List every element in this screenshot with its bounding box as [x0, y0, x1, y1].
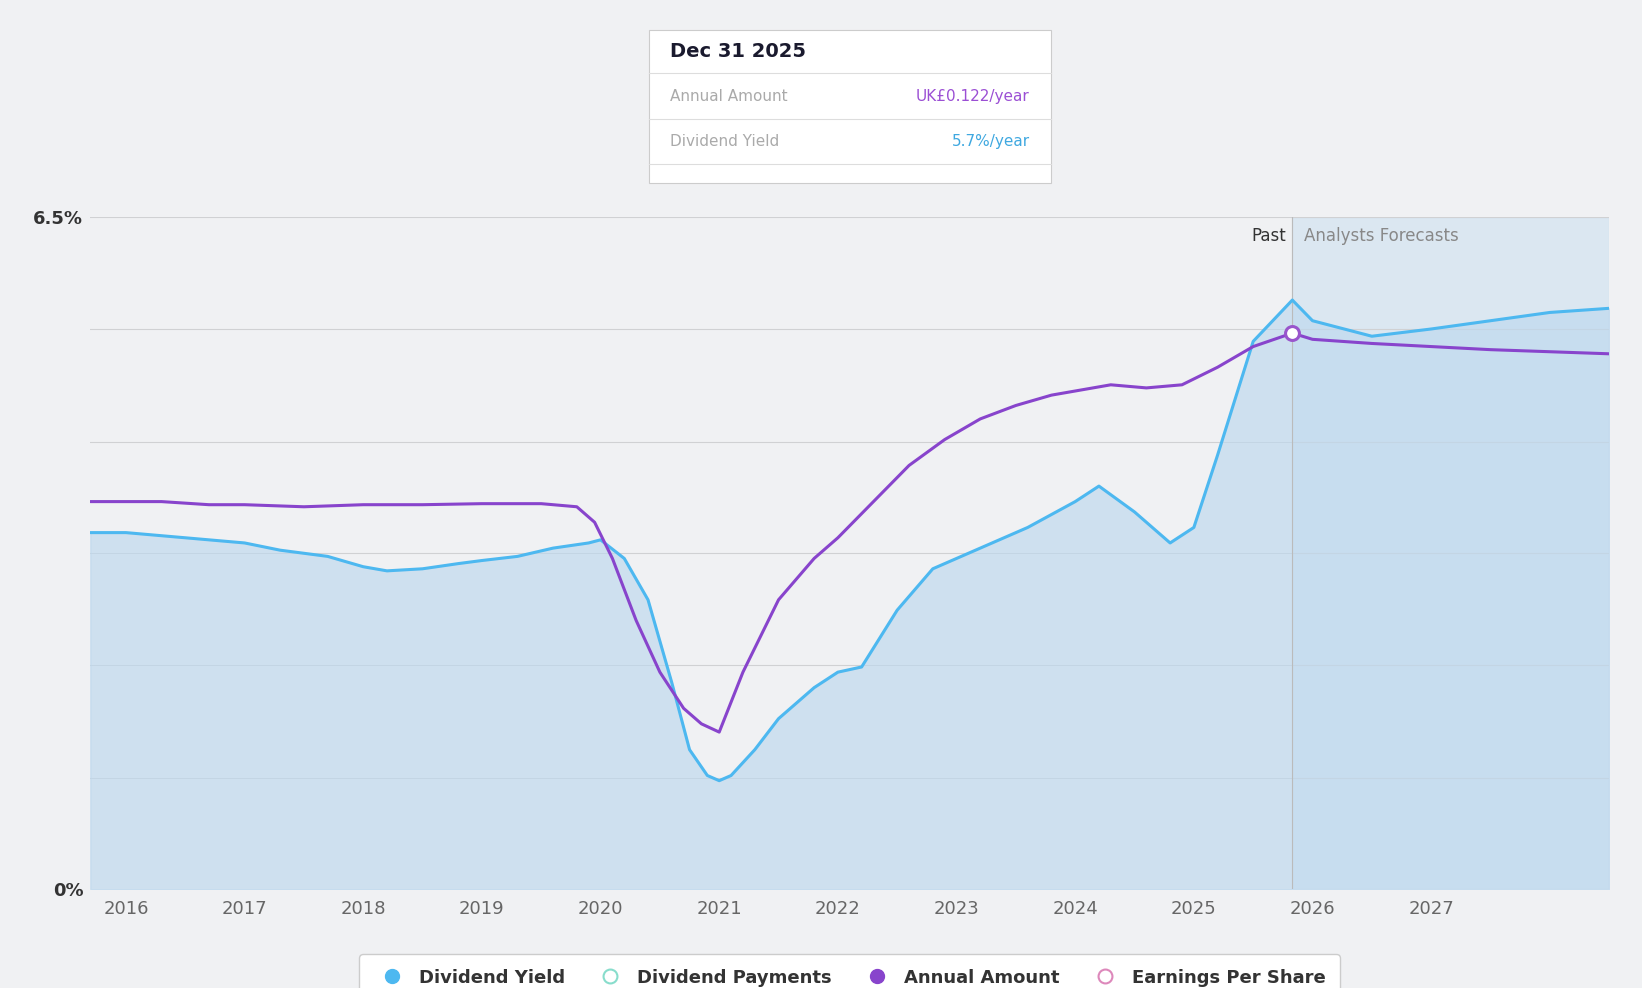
Text: 5.7%/year: 5.7%/year [951, 134, 1030, 149]
Text: UK£0.122/year: UK£0.122/year [916, 89, 1030, 104]
Legend: Dividend Yield, Dividend Payments, Annual Amount, Earnings Per Share: Dividend Yield, Dividend Payments, Annua… [360, 954, 1340, 988]
Text: Annual Amount: Annual Amount [670, 89, 788, 104]
Bar [1292, 217, 1609, 889]
Text: Analysts Forecasts: Analysts Forecasts [1304, 227, 1460, 245]
Text: Past: Past [1251, 227, 1286, 245]
Text: Dividend Yield: Dividend Yield [670, 134, 780, 149]
Text: Dec 31 2025: Dec 31 2025 [670, 42, 806, 61]
